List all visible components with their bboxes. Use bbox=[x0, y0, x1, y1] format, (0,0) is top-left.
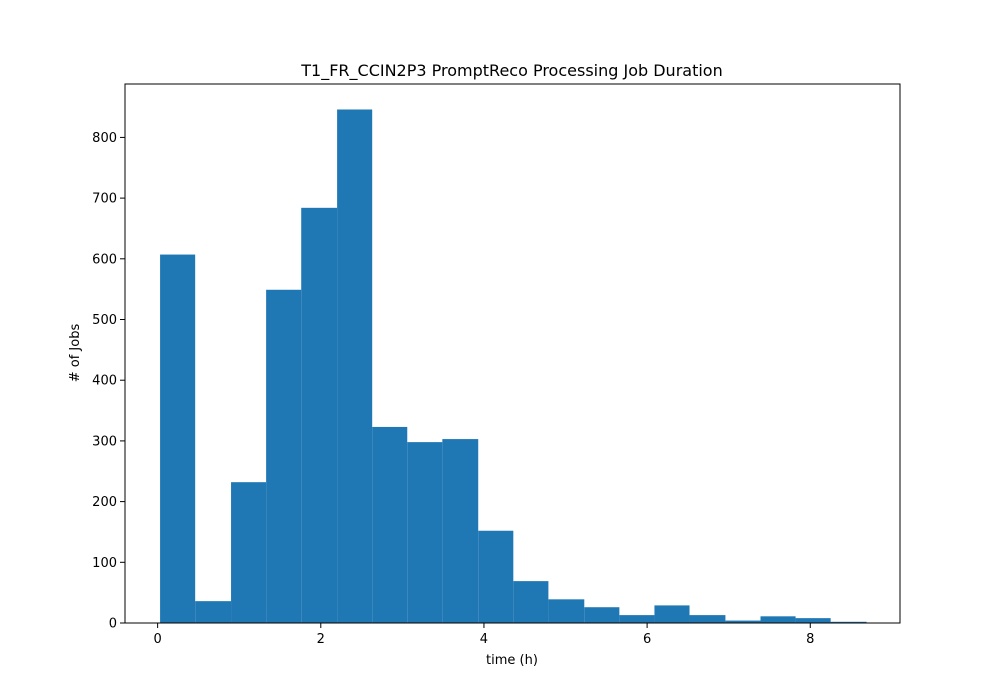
y-tick-label: 300 bbox=[92, 434, 117, 449]
histogram-bar bbox=[266, 289, 302, 623]
y-axis-ticks: 0 100 200 300 400 500 600 700 800 bbox=[92, 131, 125, 632]
x-axis-ticks: 0 2 4 6 8 bbox=[153, 623, 814, 647]
y-tick-label: 700 bbox=[92, 192, 117, 207]
histogram-bar bbox=[548, 599, 585, 623]
histogram-bar bbox=[407, 442, 443, 623]
histogram-bar bbox=[760, 616, 796, 623]
histogram-bar bbox=[478, 530, 514, 623]
y-tick-label: 500 bbox=[92, 313, 117, 328]
y-tick-label: 400 bbox=[92, 374, 117, 389]
histogram-bar bbox=[442, 439, 479, 623]
histogram-bar bbox=[301, 207, 338, 623]
histogram-bar bbox=[795, 618, 831, 623]
x-tick-label: 4 bbox=[480, 632, 488, 647]
histogram-bar bbox=[337, 109, 373, 624]
histogram-bars bbox=[160, 109, 867, 624]
histogram-bar bbox=[725, 620, 761, 623]
histogram-bar bbox=[231, 482, 267, 623]
histogram-bar bbox=[830, 621, 867, 623]
histogram-bar bbox=[654, 605, 690, 623]
histogram-bar bbox=[619, 615, 655, 623]
x-tick-label: 6 bbox=[643, 632, 651, 647]
x-axis-label: time (h) bbox=[486, 653, 538, 668]
histogram-bar bbox=[584, 607, 620, 623]
histogram-bar bbox=[513, 581, 549, 623]
y-axis-label: # of Jobs bbox=[68, 324, 83, 383]
histogram-bar bbox=[195, 601, 232, 623]
histogram-bar bbox=[160, 254, 196, 623]
x-tick-label: 8 bbox=[806, 632, 814, 647]
x-tick-label: 0 bbox=[153, 632, 161, 647]
x-tick-label: 2 bbox=[317, 632, 325, 647]
y-tick-label: 800 bbox=[92, 131, 117, 146]
y-tick-label: 100 bbox=[92, 556, 117, 571]
chart-title: T1_FR_CCIN2P3 PromptReco Processing Job … bbox=[300, 61, 722, 81]
y-tick-label: 0 bbox=[109, 617, 117, 632]
plot-frame bbox=[124, 83, 901, 624]
histogram-bar bbox=[372, 426, 408, 623]
histogram-bar bbox=[689, 615, 726, 623]
y-tick-label: 200 bbox=[92, 495, 117, 510]
y-tick-label: 600 bbox=[92, 252, 117, 267]
